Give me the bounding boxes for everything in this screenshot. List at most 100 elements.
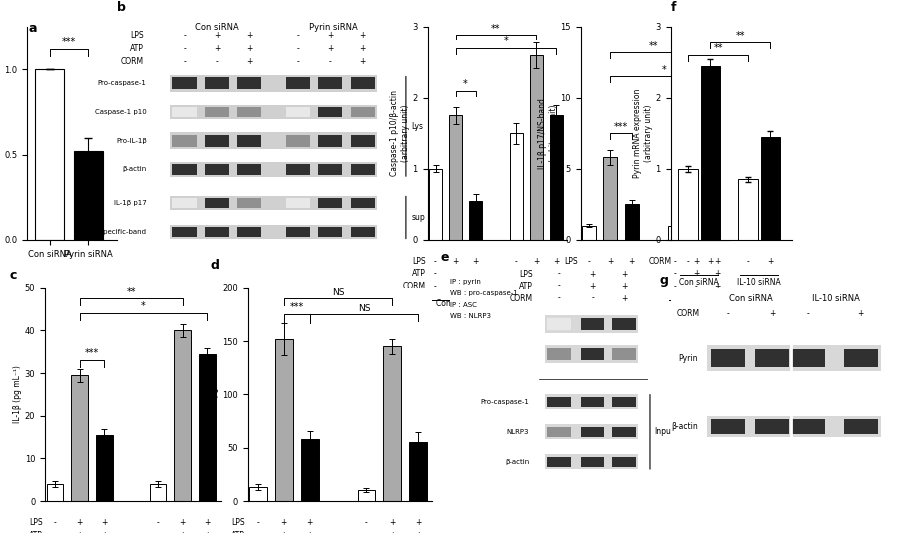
Bar: [738, 180, 758, 240]
Bar: [199, 354, 216, 501]
Text: -: -: [183, 57, 186, 66]
Y-axis label: Pyrin mRNA expression
(arbitrary unit): Pyrin mRNA expression (arbitrary unit): [0, 88, 2, 178]
Text: ***: ***: [62, 37, 76, 47]
Text: ATP: ATP: [564, 270, 579, 278]
Text: +: +: [101, 531, 107, 533]
Text: -: -: [557, 281, 561, 290]
Text: +: +: [621, 294, 627, 303]
Text: +: +: [415, 518, 421, 527]
Text: +: +: [472, 270, 479, 278]
Bar: [612, 348, 636, 360]
Text: -: -: [296, 57, 300, 66]
Bar: [679, 169, 698, 240]
Text: Pro-caspase-1: Pro-caspase-1: [481, 399, 529, 405]
Bar: [711, 349, 744, 367]
Text: -: -: [296, 44, 300, 53]
Bar: [173, 198, 196, 208]
Text: NS: NS: [358, 304, 370, 312]
Text: +: +: [693, 270, 699, 278]
Text: +: +: [554, 282, 560, 291]
Bar: [580, 457, 605, 467]
Text: -: -: [588, 257, 590, 265]
Bar: [668, 225, 682, 240]
Text: -: -: [364, 531, 367, 533]
Text: -: -: [747, 257, 750, 265]
Text: +: +: [359, 31, 366, 39]
Text: -: -: [588, 270, 590, 278]
Bar: [383, 346, 400, 501]
Text: *: *: [503, 36, 508, 46]
Text: LPS: LPS: [519, 270, 533, 279]
Text: Pyrin: Pyrin: [679, 354, 698, 362]
Text: IL-10 siRNA: IL-10 siRNA: [737, 278, 781, 287]
Text: Con siRNA: Con siRNA: [436, 300, 475, 308]
Text: -: -: [674, 270, 677, 278]
Bar: [550, 116, 563, 240]
Text: ATP: ATP: [411, 270, 426, 278]
Bar: [319, 77, 342, 89]
Text: -: -: [687, 257, 689, 265]
Bar: [711, 419, 744, 434]
Bar: [275, 339, 292, 501]
Text: ATP: ATP: [29, 531, 42, 533]
Text: CORM: CORM: [555, 282, 579, 291]
Text: *: *: [662, 64, 666, 75]
Text: +: +: [281, 518, 287, 527]
Text: sup: sup: [411, 213, 425, 222]
Bar: [612, 457, 636, 467]
Text: -: -: [588, 282, 590, 291]
Bar: [319, 165, 342, 174]
Bar: [205, 165, 229, 174]
Bar: [71, 375, 88, 501]
Bar: [47, 484, 63, 501]
Bar: [237, 107, 261, 117]
Text: +: +: [204, 531, 211, 533]
Text: +: +: [608, 270, 614, 278]
Bar: [173, 77, 196, 89]
Bar: [547, 457, 571, 467]
Bar: [612, 426, 636, 437]
Text: +: +: [590, 270, 596, 279]
Bar: [580, 397, 605, 407]
Text: Pyrin siRNA: Pyrin siRNA: [514, 300, 559, 308]
Bar: [35, 69, 64, 240]
Bar: [170, 132, 377, 149]
Bar: [96, 435, 112, 501]
Text: LPS: LPS: [231, 518, 245, 527]
Bar: [237, 198, 261, 208]
Text: -: -: [183, 31, 186, 39]
Bar: [755, 419, 789, 434]
Text: -: -: [557, 270, 561, 279]
Text: IP : pyrin: IP : pyrin: [450, 279, 481, 285]
Text: Pro-IL-1β: Pro-IL-1β: [116, 138, 147, 144]
Text: -: -: [328, 57, 332, 66]
Text: +: +: [715, 270, 721, 278]
Text: -: -: [215, 57, 219, 66]
Text: β-actin: β-actin: [122, 166, 147, 173]
Bar: [237, 77, 261, 89]
Text: IL-10 siRNA: IL-10 siRNA: [812, 294, 860, 303]
Text: +: +: [621, 281, 627, 290]
Text: LPS: LPS: [130, 31, 144, 39]
Bar: [205, 107, 229, 117]
Y-axis label: Caspase-1 p10/β-actin
(arbitrary unit): Caspase-1 p10/β-actin (arbitrary unit): [391, 90, 410, 176]
Bar: [175, 330, 191, 501]
Text: *: *: [141, 302, 146, 311]
Text: +: +: [213, 31, 220, 39]
Bar: [547, 348, 571, 360]
Text: NS: NS: [332, 288, 345, 296]
Text: +: +: [715, 282, 721, 291]
Bar: [760, 137, 780, 240]
Text: CORM: CORM: [649, 257, 672, 265]
Bar: [547, 426, 571, 437]
Bar: [707, 416, 881, 437]
Text: +: +: [415, 531, 421, 533]
Bar: [544, 394, 638, 409]
Text: +: +: [307, 518, 313, 527]
Text: ***: ***: [290, 302, 304, 312]
Text: +: +: [246, 31, 253, 39]
Bar: [701, 66, 720, 240]
Bar: [173, 107, 196, 117]
Text: +: +: [533, 257, 539, 265]
Text: Con siRNA: Con siRNA: [590, 300, 630, 308]
